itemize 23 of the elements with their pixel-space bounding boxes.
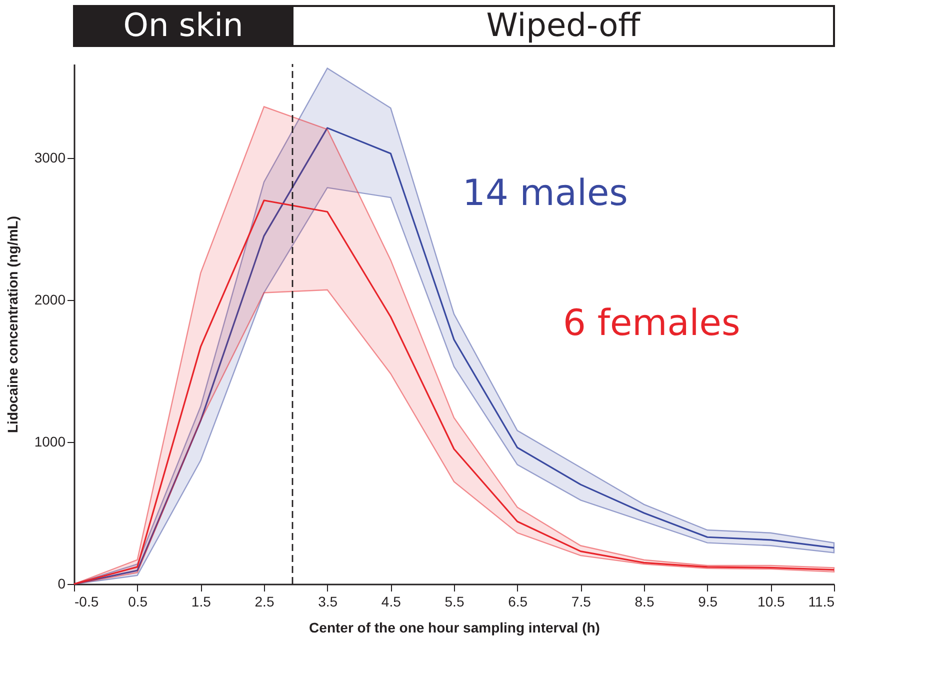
x-axis-title: Center of the one hour sampling interval (h): [309, 620, 600, 636]
text: Wiped-off: [486, 6, 642, 44]
y-tick-label: 0: [58, 576, 66, 592]
x-tick-label: -0.5: [74, 594, 99, 610]
x-tick-label: 9.5: [698, 594, 718, 610]
x-tick-label: 7.5: [571, 594, 592, 610]
x-tick-label: 1.5: [191, 594, 212, 610]
text: On skin: [123, 6, 244, 44]
y-tick-label: 3000: [34, 149, 66, 166]
y-tick-label: 2000: [34, 291, 66, 308]
text: 6 females: [562, 303, 740, 344]
x-tick-label: 8.5: [634, 594, 654, 610]
y-axis-title: Lidocaine concentration (ng/mL): [4, 216, 20, 434]
x-tick-label: 11.5: [808, 594, 835, 610]
x-tick-label: 5.5: [444, 594, 464, 610]
x-tick-label: 10.5: [758, 594, 786, 610]
x-tick-label: 4.5: [381, 594, 402, 610]
y-tick-label: 1000: [34, 433, 66, 450]
x-tick-label: 0.5: [128, 594, 148, 610]
x-tick-label: 3.5: [318, 594, 338, 610]
x-tick-label: 6.5: [508, 594, 528, 610]
x-tick-label: 2.5: [254, 594, 274, 610]
series-label: 14 males: [462, 173, 628, 214]
